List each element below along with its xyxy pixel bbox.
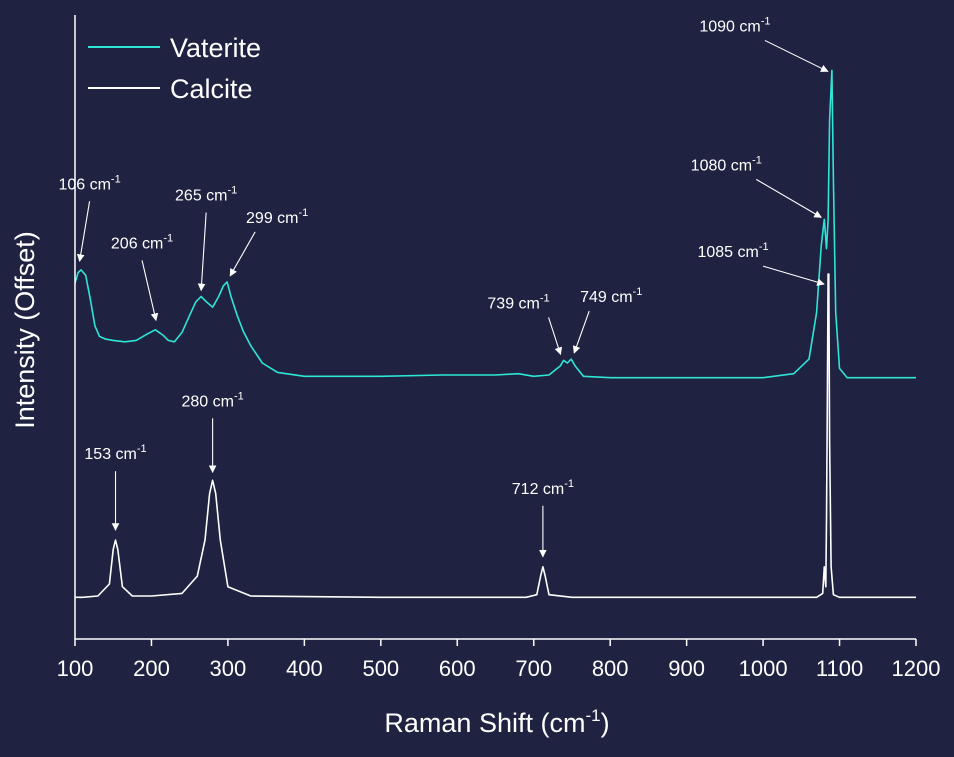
annotation-label-main: 739 cm — [487, 295, 539, 312]
annotation-label-sup: -1 — [227, 185, 237, 197]
annotation-label: 299 cm-1 — [246, 207, 308, 227]
annotation-label: 153 cm-1 — [84, 443, 146, 463]
series-line-vaterite — [74, 69, 916, 379]
annotation-label-main: 206 cm — [111, 235, 163, 252]
annotation-arrow — [762, 265, 825, 286]
annotation-arrow — [76, 201, 91, 263]
x-tick-label: 100 — [57, 656, 94, 681]
annotation-label: 206 cm-1 — [111, 232, 173, 252]
x-axis-label-sup: -1 — [585, 706, 600, 725]
annotation-label-main: 1080 cm — [691, 157, 752, 174]
annotation-label-main: 106 cm — [58, 176, 110, 193]
annotation-label-main: 153 cm — [84, 446, 136, 463]
x-axis-label-close: ) — [601, 708, 610, 738]
annotation-label: 265 cm-1 — [175, 185, 237, 205]
annotation-label: 712 cm-1 — [512, 478, 574, 498]
annotation-label-main: 299 cm — [246, 210, 298, 227]
annotation-label-main: 280 cm — [181, 393, 233, 410]
annotation-arrow — [572, 310, 590, 354]
x-tick-label: 1200 — [892, 656, 941, 681]
y-axis-label: Intensity (Offset) — [10, 231, 40, 429]
x-tick-label: 1100 — [816, 656, 863, 681]
annotation-label-main: 265 cm — [175, 188, 227, 205]
annotation-arrow — [197, 212, 207, 292]
x-tick-label: 300 — [210, 656, 247, 681]
series-line-calcite — [75, 273, 916, 599]
annotation-label-main: 749 cm — [580, 289, 632, 306]
x-tick-label: 200 — [133, 656, 170, 681]
x-tick-label: 400 — [286, 656, 323, 681]
annotation-label-sup: -1 — [633, 286, 643, 298]
x-tick-label: 700 — [515, 656, 552, 681]
annotation-label-sup: -1 — [163, 232, 173, 244]
annotation-label: 1080 cm-1 — [691, 154, 762, 174]
legend: Vaterite Calcite — [88, 33, 261, 104]
x-axis-label-main: Raman Shift (cm — [384, 708, 585, 738]
annotation-arrow — [755, 178, 822, 218]
annotation-arrow — [229, 231, 256, 277]
x-tick-label: 500 — [362, 656, 399, 681]
annotation-arrow — [764, 39, 829, 72]
annotation-label-sup: -1 — [234, 390, 244, 402]
x-tick-label: 1000 — [739, 656, 788, 681]
series-layer — [74, 69, 916, 599]
x-axis-label: Raman Shift (cm-1) — [384, 706, 609, 738]
annotation-label-sup: -1 — [759, 241, 769, 253]
annotation-label-sup: -1 — [111, 173, 121, 185]
annotation-label-main: 1085 cm — [697, 244, 758, 261]
annotation-label: 1090 cm-1 — [699, 15, 770, 35]
legend-label-vaterite: Vaterite — [170, 33, 261, 63]
annotation-label-main: 1090 cm — [699, 18, 760, 35]
annotation-label-sup: -1 — [752, 154, 762, 166]
annotation-arrow — [548, 317, 563, 356]
annotation-label-main: 712 cm — [512, 481, 564, 498]
annotation-label: 749 cm-1 — [580, 286, 642, 306]
annotation-label: 1085 cm-1 — [697, 241, 768, 261]
annotation-label: 106 cm-1 — [58, 173, 120, 193]
annotation-label: 280 cm-1 — [181, 390, 243, 410]
annotation-label: 739 cm-1 — [487, 292, 549, 312]
annotation-label-sup: -1 — [564, 478, 574, 490]
x-tick-label: 600 — [439, 656, 476, 681]
x-tick-layer: 100 200 300 400 500 600 700 800 900 1000 1100 1200 — [57, 639, 941, 681]
annotation-arrow — [141, 260, 159, 322]
x-tick-label: 900 — [668, 656, 705, 681]
annotation-label-sup: -1 — [540, 292, 550, 304]
legend-label-calcite: Calcite — [170, 74, 253, 104]
annotation-label-sup: -1 — [137, 443, 147, 455]
x-tick-label: 800 — [592, 656, 629, 681]
annotation-label-sup: -1 — [761, 15, 771, 27]
annotation-label-sup: -1 — [298, 207, 308, 219]
